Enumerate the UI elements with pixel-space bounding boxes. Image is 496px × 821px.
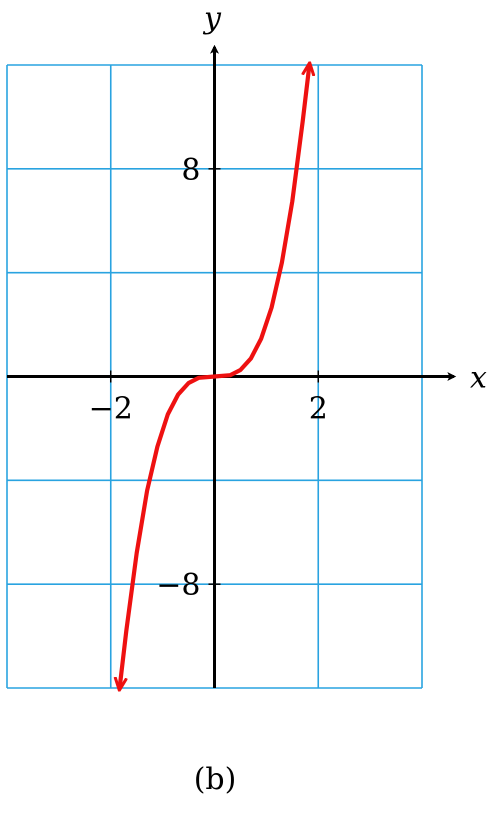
series [120,65,310,688]
y-tick-label: −8 [156,568,200,603]
y-tick-label: 8 [181,153,200,188]
x-axis-label: x [470,361,487,396]
x-tick-label: −2 [89,392,133,427]
chart-plot: x y −2 2 8 −8 [6,1,487,740]
y-axis-label: y [202,1,222,36]
x-tick-label: 2 [309,392,328,427]
figure-caption: (b) [193,762,237,797]
series-curve [120,65,310,688]
